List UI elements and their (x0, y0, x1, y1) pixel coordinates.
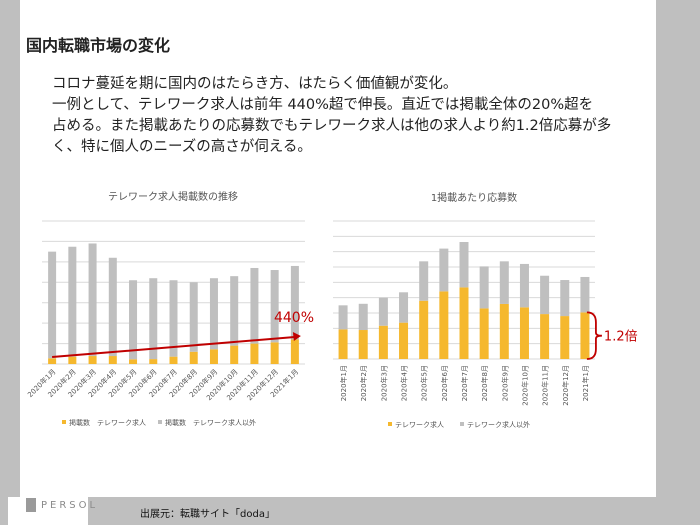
bar-other (250, 267, 259, 344)
x-tick-label: 2020年7月 (460, 365, 469, 401)
bar-other (459, 242, 469, 288)
bar-telework (459, 287, 469, 359)
x-tick-label: 2020年9月 (500, 365, 509, 401)
body-line: コロナ蔓延を期に国内のはたらき方、はたらく価値観が変化。 (52, 76, 458, 92)
bar-telework (149, 359, 158, 364)
x-tick-label: 2020年1月 (339, 365, 348, 401)
bar-telework (519, 307, 529, 359)
slide (20, 0, 656, 497)
body-text: コロナ蔓延を期に国内のはたらき方、はたらく価値観が変化。 一例として、テレワーク… (52, 74, 652, 158)
source-note: 出展元：転職サイト「doda」 (140, 509, 275, 520)
bar-telework (338, 329, 348, 359)
bar-other (358, 303, 368, 331)
left-margin (0, 0, 20, 525)
bar-telework (439, 291, 449, 359)
bar-telework (48, 358, 57, 364)
bar-telework (290, 339, 299, 364)
x-tick-label: 2020年5月 (420, 365, 429, 401)
bar-telework (499, 303, 509, 359)
footer-logo-area (8, 497, 88, 525)
brace-icon (586, 311, 602, 360)
bar-telework (209, 349, 218, 364)
bar-other (230, 276, 239, 346)
bar-telework (270, 342, 279, 364)
bar-other (149, 278, 158, 360)
logo-text: PERSOL (41, 499, 99, 511)
bar-telework (560, 316, 570, 359)
chart-title: テレワーク求人掲載数の推移 (108, 190, 238, 203)
bar-telework (129, 359, 138, 364)
bar-telework (88, 356, 97, 364)
bar-other (189, 282, 198, 352)
bar-other (540, 275, 550, 315)
bar-other (108, 257, 117, 357)
legend-swatch (158, 420, 162, 424)
bar-telework (68, 356, 77, 364)
logo-mark-icon (26, 498, 36, 512)
ratio-annotation: 1.2倍 (604, 330, 638, 345)
bar-telework (250, 343, 259, 364)
x-tick-label: 2020年3月 (379, 365, 388, 401)
x-tick-label: 2020年11月 (541, 365, 550, 406)
bar-other (519, 263, 529, 308)
body-line: 占める。また掲載あたりの応募数でもテレワーク求人は他の求人より約1.2倍応募が多 (52, 118, 612, 134)
bar-other (270, 270, 279, 343)
x-tick-label: 2020年12月 (561, 365, 570, 406)
body-line: 一例として、テレワーク求人は前年 440%超で伸長。直近では掲載全体の20%超を (52, 97, 594, 113)
arrow-head-icon (292, 332, 301, 341)
bar-telework (358, 330, 368, 359)
trend-arrow-line (52, 336, 295, 358)
bar-other (439, 248, 449, 292)
bar-telework (419, 300, 429, 359)
legend-label: テレワーク求人以外 (467, 420, 530, 429)
persol-logo: PERSOL (26, 498, 98, 512)
x-tick-label: 2020年8月 (480, 365, 489, 401)
growth-annotation: 440% (274, 310, 314, 326)
bar-other (419, 261, 429, 301)
bar-other (499, 261, 509, 304)
bar-other (88, 243, 97, 357)
legend-label: テレワーク求人 (395, 420, 444, 429)
bar-telework (108, 356, 117, 364)
x-tick-label: 2021年1月 (581, 365, 590, 401)
bar-telework (540, 314, 550, 359)
legend-swatch (388, 422, 392, 426)
legend-swatch (62, 420, 66, 424)
bar-other (68, 246, 77, 357)
bar-other (479, 266, 489, 309)
bar-telework (580, 312, 590, 359)
bar-telework (378, 325, 388, 359)
legend-label: 掲載数 テレワーク求人以外 (165, 418, 256, 427)
bar-telework (479, 308, 489, 359)
x-tick-label: 2020年10月 (520, 365, 529, 406)
bar-other (129, 280, 138, 360)
x-tick-label: 2020年4月 (400, 365, 409, 401)
bar-telework (230, 345, 239, 364)
bar-other (560, 280, 570, 317)
page-title: 国内転職市場の変化 (26, 36, 171, 55)
bar-other (378, 297, 388, 326)
bar-other (48, 251, 57, 359)
bar-telework (189, 351, 198, 364)
x-tick-label: 2020年6月 (440, 365, 449, 401)
legend-swatch (460, 422, 464, 426)
bar-other (290, 265, 299, 340)
bar-other (209, 278, 218, 350)
bar-other (169, 280, 178, 357)
chart-title: 1掲載あたり応募数 (431, 191, 517, 204)
bar-other (580, 276, 590, 313)
x-tick-label: 2020年2月 (359, 365, 368, 401)
body-line: く、特に個人のニーズの高さが伺える。 (52, 139, 312, 155)
bar-telework (399, 322, 409, 359)
legend-label: 掲載数 テレワーク求人 (69, 418, 146, 427)
bar-other (338, 305, 348, 330)
bar-other (399, 292, 409, 323)
bar-telework (169, 356, 178, 364)
